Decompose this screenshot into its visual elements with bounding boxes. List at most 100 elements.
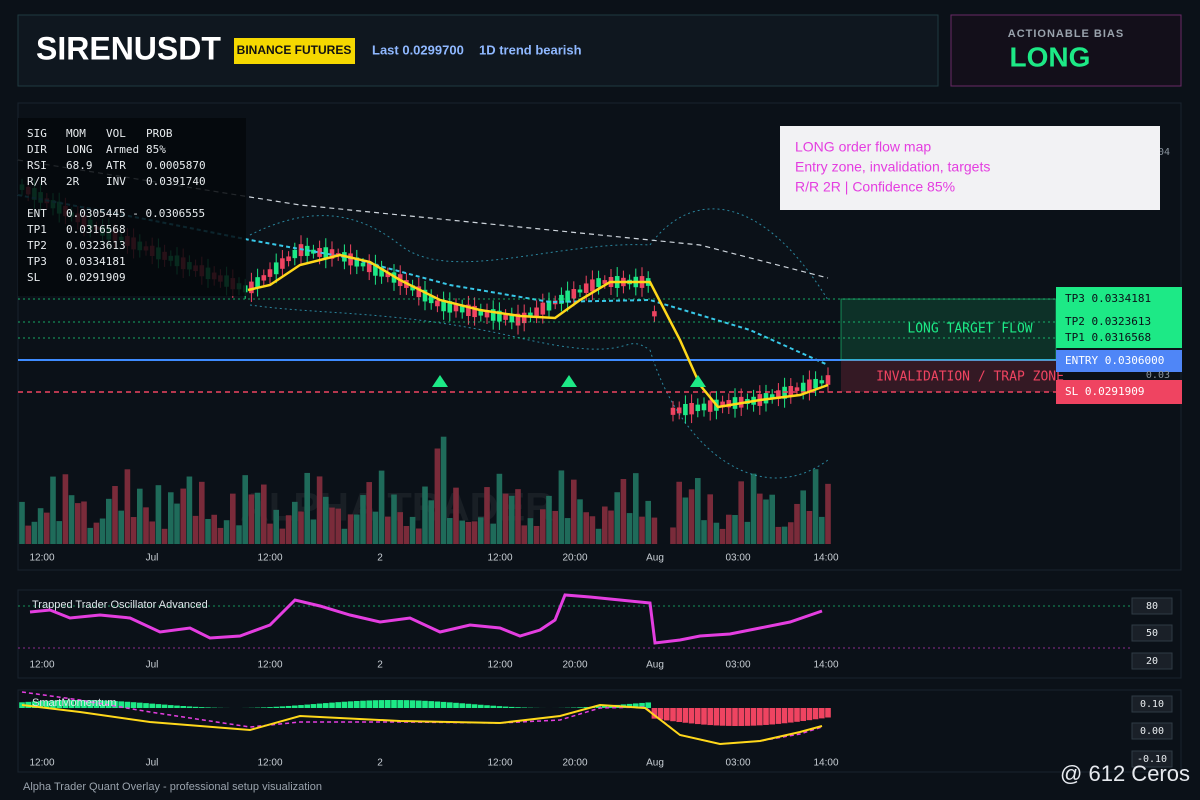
momentum-bar xyxy=(155,704,162,708)
momentum-bar xyxy=(478,704,484,708)
volume-bar xyxy=(137,488,143,544)
momentum-bar xyxy=(595,706,602,708)
momentum-bar xyxy=(657,708,664,720)
level-cell: SL xyxy=(27,271,41,284)
candle xyxy=(577,289,583,293)
momentum-bar xyxy=(806,708,813,721)
volume-bar xyxy=(633,473,639,544)
volume-bar xyxy=(31,521,38,544)
candle xyxy=(695,404,701,412)
last-price: Last 0.0299700 xyxy=(372,42,464,57)
volume-bar xyxy=(639,516,645,544)
momentum-bar xyxy=(397,700,403,708)
momentum-bar xyxy=(521,707,527,708)
x-tick-label: 12:00 xyxy=(487,758,512,769)
candle xyxy=(422,289,428,302)
momentum-bar xyxy=(347,701,354,708)
candle xyxy=(354,257,360,267)
stats-cell: 68.9 xyxy=(66,159,93,172)
tp3-label: TP3 0.0334181 xyxy=(1065,292,1151,305)
momentum-bar xyxy=(465,703,472,708)
momentum-bar xyxy=(688,708,695,724)
momentum-bar xyxy=(695,708,701,725)
volume-bar xyxy=(310,519,317,544)
momentum-bar xyxy=(310,704,317,708)
momentum-bar xyxy=(726,708,732,726)
volume-bar xyxy=(428,500,434,544)
volume-bar xyxy=(583,512,589,544)
level-cell: ENT xyxy=(27,207,47,220)
candle xyxy=(280,258,285,269)
y-tick-label: 0.00 xyxy=(1140,726,1164,737)
candle xyxy=(273,262,279,275)
candle xyxy=(534,307,539,316)
momentum-bar xyxy=(267,707,273,708)
volume-bar xyxy=(651,517,658,544)
volume-bar xyxy=(465,521,472,544)
volume-bar xyxy=(192,515,199,544)
momentum-bar xyxy=(707,708,713,726)
bias-label: ACTIONABLE BIAS xyxy=(1008,28,1124,40)
candle xyxy=(670,407,676,415)
volume-bar xyxy=(118,510,124,544)
volume-bar xyxy=(341,528,348,544)
volume-bar xyxy=(211,514,217,544)
momentum-bar xyxy=(409,700,416,708)
momentum-bar xyxy=(31,701,38,708)
trap-zone xyxy=(841,360,1056,392)
volume-bar xyxy=(620,479,627,544)
stats-cell: INV xyxy=(106,175,126,188)
stats-cell: Armed xyxy=(106,143,139,156)
momentum-bar xyxy=(732,708,738,726)
exchange: BINANCE FUTURES xyxy=(237,43,352,57)
volume-bar xyxy=(230,493,236,544)
bias-panel xyxy=(950,14,1182,87)
momentum-bar xyxy=(682,708,689,723)
momentum-bar xyxy=(738,708,744,726)
momentum-bar xyxy=(199,707,205,708)
momentum-bar xyxy=(180,705,186,708)
volume-bar xyxy=(149,521,155,544)
volume-bar xyxy=(360,495,366,544)
volume-bar xyxy=(496,473,503,544)
momentum-bar xyxy=(81,700,87,708)
momentum-bar xyxy=(583,706,589,708)
callout-line: LONG order flow map xyxy=(795,139,931,155)
momentum-bar xyxy=(149,703,155,708)
momentum-bar xyxy=(168,705,174,708)
momentum-bar xyxy=(143,703,149,708)
volume-bar xyxy=(509,495,515,544)
momentum-bar xyxy=(130,702,137,708)
price-axis-label: 0.03 xyxy=(1146,370,1170,381)
momentum-bar xyxy=(502,706,509,708)
volume-bar xyxy=(434,448,441,544)
momentum-bar xyxy=(279,706,286,708)
bias-value: LONG xyxy=(1010,41,1091,72)
volume-bar xyxy=(261,484,267,544)
candle xyxy=(360,262,366,267)
momentum-bar xyxy=(112,701,118,708)
momentum-bar xyxy=(186,706,193,708)
momentum-bar xyxy=(44,700,50,708)
momentum-bar xyxy=(323,703,329,708)
candle xyxy=(720,401,725,408)
momentum-bar xyxy=(701,708,707,725)
callout-line: Entry zone, invalidation, targets xyxy=(795,159,990,175)
volume-bar xyxy=(236,525,242,544)
level-cell: TP1 xyxy=(27,223,47,236)
y-tick-label: -0.10 xyxy=(1137,754,1167,765)
price-line xyxy=(247,253,829,409)
candle xyxy=(540,302,546,315)
volume-bar xyxy=(825,483,831,544)
volume-bar xyxy=(564,518,571,544)
volume-bar xyxy=(112,486,118,544)
momentum-bar xyxy=(670,708,676,722)
footer: Alpha Trader Quant Overlay - professiona… xyxy=(23,781,322,793)
candle xyxy=(769,394,775,399)
momentum-bar xyxy=(775,708,782,724)
momentum-bar xyxy=(769,708,775,725)
volume-bar xyxy=(124,469,131,544)
momentum-bar xyxy=(781,708,788,724)
x-tick-label: 03:00 xyxy=(725,660,750,671)
momentum-bar xyxy=(99,700,106,708)
